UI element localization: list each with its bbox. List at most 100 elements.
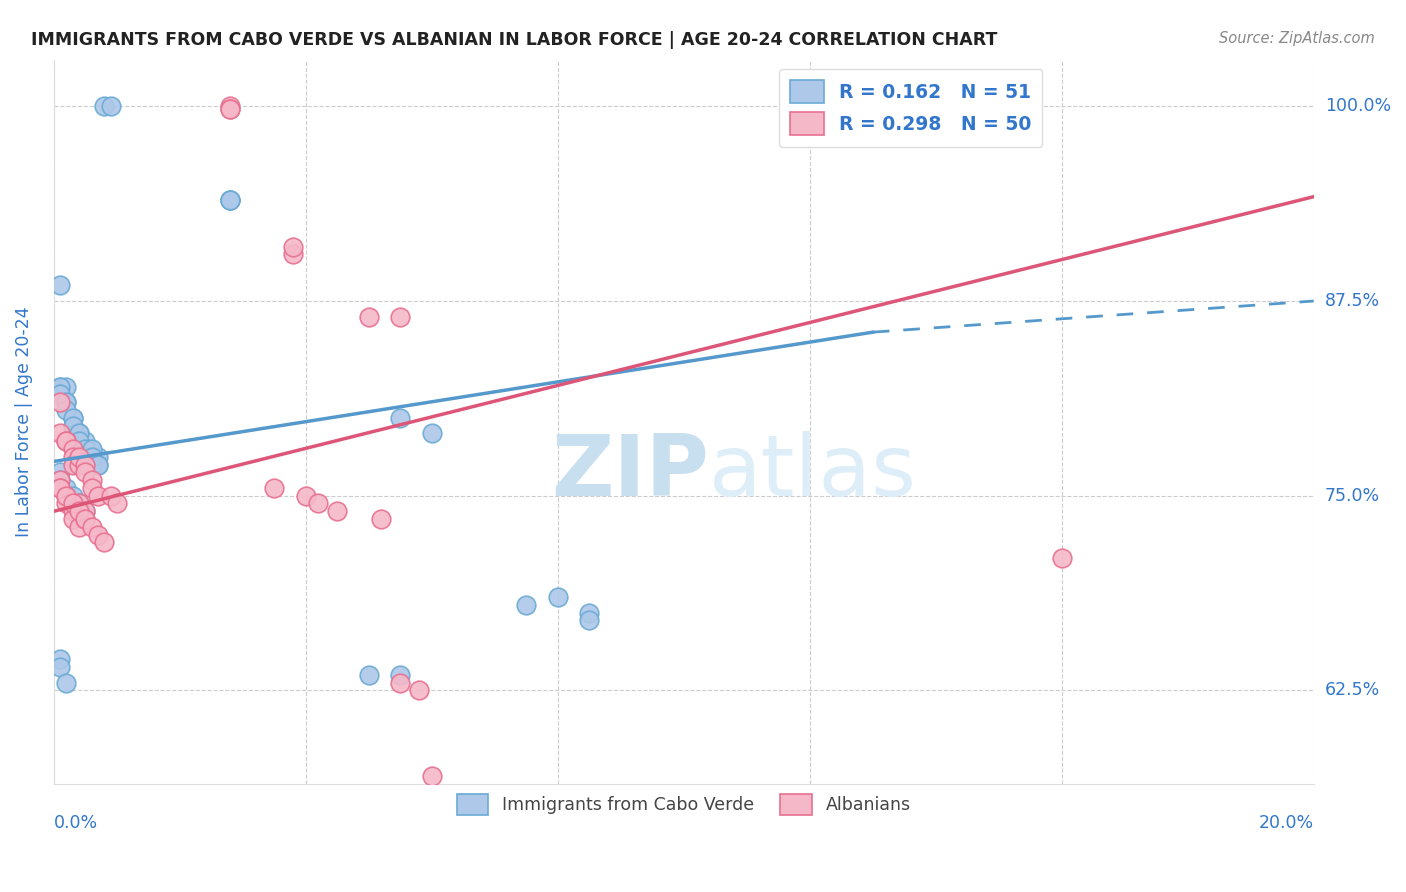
Point bbox=[67, 496, 90, 510]
Point bbox=[1050, 551, 1073, 566]
Point bbox=[67, 450, 90, 464]
Point bbox=[75, 504, 97, 518]
Point bbox=[62, 410, 84, 425]
Text: 100.0%: 100.0% bbox=[1324, 97, 1391, 115]
Point bbox=[283, 247, 305, 261]
Point bbox=[80, 442, 103, 456]
Point bbox=[389, 668, 412, 682]
Text: 87.5%: 87.5% bbox=[1324, 292, 1381, 310]
Point bbox=[55, 395, 77, 409]
Point bbox=[547, 590, 569, 604]
Point bbox=[67, 520, 90, 534]
Point bbox=[49, 426, 72, 441]
Point bbox=[578, 606, 600, 620]
Point bbox=[62, 418, 84, 433]
Point bbox=[49, 395, 72, 409]
Point bbox=[62, 489, 84, 503]
Point bbox=[75, 458, 97, 472]
Point bbox=[389, 310, 412, 324]
Point bbox=[408, 683, 430, 698]
Point bbox=[49, 481, 72, 495]
Point bbox=[370, 512, 392, 526]
Point bbox=[80, 481, 103, 495]
Point bbox=[67, 504, 90, 518]
Point bbox=[357, 668, 380, 682]
Point bbox=[75, 442, 97, 456]
Point bbox=[219, 193, 242, 207]
Point bbox=[49, 278, 72, 293]
Point bbox=[515, 598, 537, 612]
Point bbox=[219, 99, 242, 113]
Point bbox=[75, 434, 97, 449]
Point bbox=[49, 387, 72, 401]
Point bbox=[219, 193, 242, 207]
Text: 0.0%: 0.0% bbox=[53, 814, 98, 832]
Point bbox=[62, 442, 84, 456]
Point bbox=[80, 450, 103, 464]
Point bbox=[55, 675, 77, 690]
Point bbox=[62, 418, 84, 433]
Point bbox=[100, 99, 122, 113]
Point bbox=[87, 458, 110, 472]
Point bbox=[62, 410, 84, 425]
Point bbox=[100, 489, 122, 503]
Point bbox=[80, 520, 103, 534]
Point bbox=[578, 613, 600, 627]
Point bbox=[357, 310, 380, 324]
Point bbox=[62, 512, 84, 526]
Legend: Immigrants from Cabo Verde, Albanians: Immigrants from Cabo Verde, Albanians bbox=[450, 787, 918, 822]
Point bbox=[67, 434, 90, 449]
Point bbox=[283, 239, 305, 253]
Point bbox=[219, 193, 242, 207]
Point bbox=[67, 458, 90, 472]
Text: 62.5%: 62.5% bbox=[1324, 681, 1381, 699]
Point bbox=[80, 445, 103, 459]
Point bbox=[62, 426, 84, 441]
Point bbox=[263, 481, 285, 495]
Point bbox=[105, 496, 128, 510]
Point bbox=[389, 410, 412, 425]
Point bbox=[62, 458, 84, 472]
Point bbox=[87, 489, 110, 503]
Point bbox=[307, 496, 329, 510]
Text: ZIP: ZIP bbox=[551, 431, 709, 514]
Point bbox=[55, 434, 77, 449]
Point bbox=[389, 675, 412, 690]
Text: 75.0%: 75.0% bbox=[1324, 487, 1381, 505]
Point bbox=[295, 489, 318, 503]
Point bbox=[87, 458, 110, 472]
Point bbox=[67, 496, 90, 510]
Point bbox=[326, 504, 349, 518]
Point bbox=[80, 458, 103, 472]
Point bbox=[80, 473, 103, 487]
Point bbox=[67, 426, 90, 441]
Point bbox=[75, 504, 97, 518]
Point bbox=[62, 450, 84, 464]
Point bbox=[49, 481, 72, 495]
Point bbox=[75, 466, 97, 480]
Point bbox=[55, 489, 77, 503]
Point bbox=[55, 403, 77, 417]
Point bbox=[55, 434, 77, 449]
Point bbox=[49, 473, 72, 487]
Point bbox=[420, 426, 443, 441]
Point bbox=[62, 504, 84, 518]
Point bbox=[420, 769, 443, 783]
Point bbox=[49, 652, 72, 666]
Point bbox=[49, 466, 72, 480]
Point bbox=[55, 489, 77, 503]
Point bbox=[75, 512, 97, 526]
Point bbox=[80, 450, 103, 464]
Point bbox=[87, 527, 110, 541]
Point bbox=[49, 379, 72, 393]
Point bbox=[49, 379, 72, 393]
Text: Source: ZipAtlas.com: Source: ZipAtlas.com bbox=[1219, 31, 1375, 46]
Point bbox=[62, 496, 84, 510]
Point bbox=[93, 99, 115, 113]
Text: atlas: atlas bbox=[709, 431, 917, 514]
Point bbox=[49, 660, 72, 674]
Point bbox=[55, 395, 77, 409]
Point bbox=[67, 426, 90, 441]
Point bbox=[219, 103, 242, 117]
Text: IMMIGRANTS FROM CABO VERDE VS ALBANIAN IN LABOR FORCE | AGE 20-24 CORRELATION CH: IMMIGRANTS FROM CABO VERDE VS ALBANIAN I… bbox=[31, 31, 997, 49]
